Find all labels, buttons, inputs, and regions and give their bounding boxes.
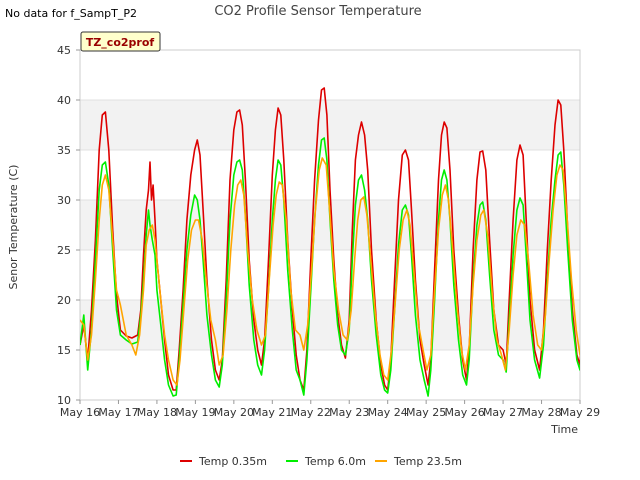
x-tick-label-6: May 22	[291, 406, 331, 419]
series-line-temp-6-0m	[80, 137, 580, 397]
legend-item-2: Temp 23.5m	[375, 455, 462, 468]
y-axis: 10 15 20 25 30 35 40 45	[57, 44, 80, 407]
series-line-temp-23-5m	[80, 157, 580, 386]
y-tick-label-30: 30	[57, 194, 71, 207]
legend-item-0: Temp 0.35m	[180, 455, 267, 468]
legend: Temp 0.35m Temp 6.0m Temp 23.5m	[180, 455, 462, 468]
x-tick-label-8: May 24	[368, 406, 408, 419]
badge-box	[80, 31, 161, 52]
no-data-note: No data for f_SampT_P2	[5, 7, 137, 20]
shaded-band-2	[80, 100, 580, 150]
y-tick-label-35: 35	[57, 144, 71, 157]
x-tick-label-7: May 23	[329, 406, 369, 419]
legend-label-0: Temp 0.35m	[198, 455, 267, 468]
x-tick-label-4: May 20	[214, 406, 254, 419]
x-axis-label: Time	[550, 423, 578, 436]
y-tick-label-45: 45	[57, 44, 71, 57]
y-tick-label-15: 15	[57, 344, 71, 357]
x-tick-label-2: May 18	[137, 406, 177, 419]
x-tick-label-10: May 26	[444, 406, 484, 419]
y-axis-label: Senor Temperature (C)	[7, 165, 20, 290]
x-tick-label-12: May 28	[521, 406, 561, 419]
badge-label: TZ_co2prof	[86, 36, 155, 49]
x-tick-label-9: May 25	[406, 406, 446, 419]
x-tick-label-5: May 21	[252, 406, 292, 419]
series-layer	[80, 87, 580, 397]
x-tick-label-11: May 27	[483, 406, 523, 419]
x-tick-label-3: May 19	[175, 406, 215, 419]
x-tick-label-0: May 16	[60, 406, 100, 419]
legend-label-2: Temp 23.5m	[393, 455, 462, 468]
chart-title: CO2 Profile Sensor Temperature	[214, 4, 421, 19]
legend-item-1: Temp 6.0m	[286, 455, 366, 468]
legend-label-1: Temp 6.0m	[304, 455, 366, 468]
shaded-band-0	[80, 300, 580, 350]
y-tick-label-20: 20	[57, 294, 71, 307]
y-tick-label-25: 25	[57, 244, 71, 257]
x-tick-label-1: May 17	[98, 406, 138, 419]
badge: TZ_co2prof	[80, 31, 161, 52]
plot-frame	[79, 49, 581, 401]
y-tick-label-10: 10	[57, 394, 71, 407]
x-tick-label-13: May 29	[560, 406, 600, 419]
y-tick-label-40: 40	[57, 94, 71, 107]
